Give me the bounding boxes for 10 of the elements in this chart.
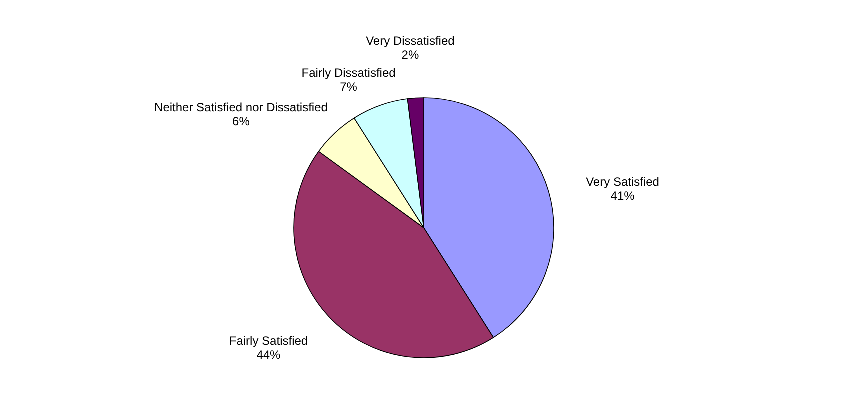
slice-label: Fairly Satisfied: [229, 334, 308, 348]
data-label: 6%: [232, 114, 250, 129]
data-label: 7%: [340, 80, 358, 94]
slice-label: Neither Satisfied nor Dissatisfied: [154, 100, 328, 115]
data-label: 41%: [610, 188, 636, 203]
data-label: 44%: [256, 348, 282, 362]
slice-label: Very Dissatisfied: [366, 34, 455, 48]
data-label: 2%: [402, 48, 420, 62]
slice-label: Fairly Dissatisfied: [302, 66, 396, 80]
slice-label: Very Satisfied: [586, 174, 660, 189]
